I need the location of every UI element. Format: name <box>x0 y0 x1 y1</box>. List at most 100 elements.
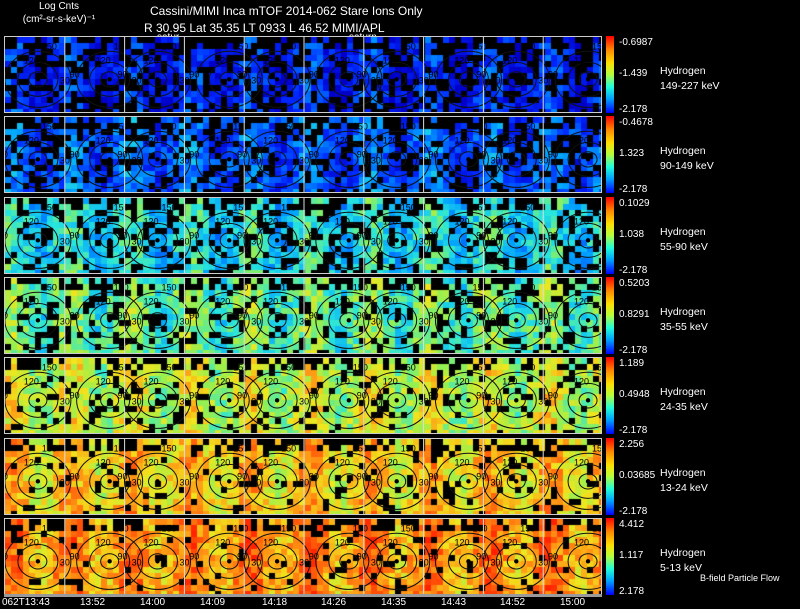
contour-line <box>315 371 383 429</box>
contour-line <box>123 532 191 590</box>
contour-line <box>195 130 263 188</box>
bfield-direction-marker <box>155 157 160 162</box>
bfield-direction-marker <box>514 559 519 564</box>
contour-line <box>434 50 502 108</box>
contour-label: 150 <box>401 202 416 212</box>
contour-label: 150 <box>592 41 602 51</box>
contour-label: 150 <box>161 282 176 292</box>
contour-line <box>123 50 191 108</box>
time-tick-label: 14:43 <box>441 597 467 608</box>
contour-label: 150 <box>592 282 602 292</box>
contour-label: 30 <box>490 236 500 246</box>
contour-label: 30 <box>371 155 381 165</box>
contour-line <box>506 473 526 490</box>
contour-line <box>434 452 502 510</box>
contour-line <box>17 141 59 177</box>
contour-line <box>123 211 191 269</box>
bfield-direction-marker <box>107 559 112 564</box>
contour-label: 150 <box>42 282 57 292</box>
contour-label: 120 <box>96 457 111 467</box>
contour-label: 90 <box>548 471 558 481</box>
pitch-angle-contours: 1203090150120309015012030901501203090150… <box>5 439 601 514</box>
contour-label: 120 <box>502 537 517 547</box>
time-tick-label: 14:52 <box>500 597 526 608</box>
contour-label: 90 <box>5 69 8 79</box>
species-energy-label: Hydrogen 149-227 keV <box>660 64 720 94</box>
contour-label: 120 <box>96 216 111 226</box>
contour-line <box>363 452 431 510</box>
bfield-direction-marker <box>585 559 591 564</box>
contour-label: 120 <box>24 376 39 386</box>
contour-line <box>76 371 144 429</box>
contour-label: 90 <box>548 149 558 159</box>
contour-line <box>434 371 502 429</box>
contour-label: 150 <box>161 41 176 51</box>
contour-line <box>100 151 120 168</box>
contour-line <box>17 382 59 418</box>
contour-line <box>100 473 120 490</box>
contour-label: 90 <box>117 149 127 159</box>
bfield-direction-marker <box>155 559 160 564</box>
contour-line <box>495 302 537 338</box>
contour-line <box>328 543 370 579</box>
bfield-direction-marker <box>466 318 471 323</box>
contour-line <box>578 151 598 168</box>
ena-intensity-map <box>5 198 601 273</box>
species-energy-label: Hydrogen 13-24 keV <box>660 466 708 496</box>
contour-label: 150 <box>353 121 368 131</box>
contour-label: 90 <box>5 230 8 240</box>
colorbar-cmin-value: -2.178 <box>619 345 648 356</box>
contour-label: 150 <box>42 523 57 533</box>
contour-line <box>243 291 311 349</box>
contour-label: 120 <box>502 216 517 226</box>
contour-label: 150 <box>161 202 176 212</box>
contour-line <box>100 232 120 249</box>
contour-line <box>495 222 537 258</box>
contour-label: 150 <box>161 121 176 131</box>
contour-label: 150 <box>592 362 602 372</box>
contour-label: 120 <box>263 537 278 547</box>
contour-label: 150 <box>472 282 487 292</box>
energy-panel: 1203090150120309015012030901501203090150… <box>4 357 602 434</box>
contour-line <box>89 141 131 177</box>
time-tick-label: 14:00 <box>140 597 166 608</box>
contour-line <box>256 382 298 418</box>
contour-label: 30 <box>132 557 142 567</box>
species-label: Hydrogen <box>660 467 706 479</box>
contour-label: 120 <box>502 376 517 386</box>
contour-line <box>554 50 601 108</box>
contour-line <box>376 382 418 418</box>
pitch-angle-contours: 1203090150120309015012030901501203090150… <box>5 198 601 273</box>
contour-line <box>458 151 478 168</box>
contour-label: 150 <box>353 362 368 372</box>
contour-line <box>458 392 478 409</box>
contour-label: 90 <box>5 551 8 561</box>
bfield-direction-marker <box>274 77 280 82</box>
bfield-direction-marker <box>466 238 471 243</box>
contour-label: 120 <box>574 537 589 547</box>
time-tick-label: 14:26 <box>321 597 347 608</box>
colorbar-cmid-value: 0.4948 <box>619 389 650 400</box>
contour-label: 30 <box>132 155 142 165</box>
contour-label: 120 <box>263 216 278 226</box>
contour-line <box>434 532 502 590</box>
contour-line <box>578 312 598 329</box>
contour-label: 120 <box>263 55 278 65</box>
contour-label: 120 <box>335 376 350 386</box>
contour-label: 90 <box>189 69 199 79</box>
contour-line <box>339 473 359 490</box>
contour-label: 120 <box>335 135 350 145</box>
contour-label: 30 <box>371 396 381 406</box>
contour-line <box>578 553 598 570</box>
contour-line <box>256 141 298 177</box>
contour-label: 120 <box>215 55 230 65</box>
energy-panel: 1203090150120309015012030901501203090150… <box>4 277 602 354</box>
contour-label: 90 <box>476 310 486 320</box>
contour-label: 30 <box>132 236 142 246</box>
bfield-direction-marker <box>466 479 471 484</box>
contour-line <box>315 130 383 188</box>
contour-label: 120 <box>383 216 398 226</box>
contour-label: 150 <box>233 41 248 51</box>
bfield-direction-marker <box>394 559 399 564</box>
contour-line <box>147 151 167 168</box>
